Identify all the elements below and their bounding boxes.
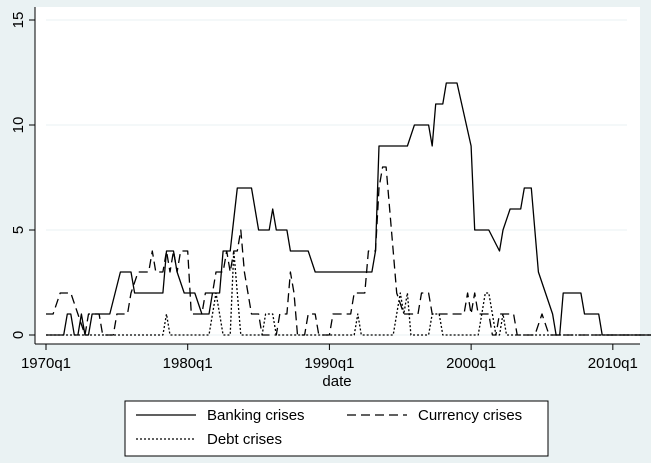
x-tick-label: 2000q1 [446, 355, 496, 372]
y-tick-label: 10 [10, 117, 27, 134]
y-tick-label: 0 [10, 331, 27, 339]
legend: Banking crises Currency crises Debt crises [125, 401, 548, 456]
legend-label: Currency crises [418, 407, 522, 424]
x-tick-label: 1980q1 [163, 355, 213, 372]
y-tick-label: 15 [10, 12, 27, 29]
legend-label: Debt crises [207, 431, 282, 448]
x-axis-title: date [322, 373, 351, 390]
y-tick-label: 5 [10, 226, 27, 234]
x-tick-label: 1970q1 [21, 355, 71, 372]
plot-region [35, 7, 640, 344]
x-tick-label: 1990q1 [304, 355, 354, 372]
legend-label: Banking crises [207, 407, 305, 424]
x-tick-label: 2010q1 [588, 355, 638, 372]
